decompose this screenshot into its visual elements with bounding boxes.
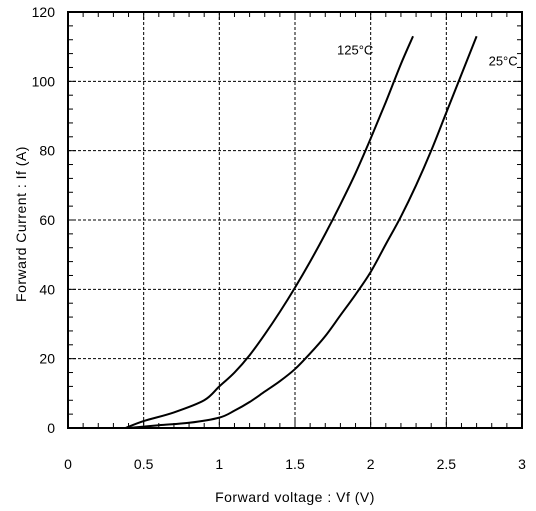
x-axis-title: Forward voltage : Vf (V) — [215, 489, 375, 505]
y-axis-title: Forward Current : If (A) — [13, 146, 29, 302]
series-layer: 125°C 25°C — [125, 35, 518, 429]
y-tick-label: 100 — [32, 73, 56, 89]
y-tick-label: 80 — [39, 143, 55, 159]
y-tick-label: 60 — [39, 212, 55, 228]
y-tick-label: 120 — [32, 4, 56, 20]
series-label: 125°C — [337, 42, 373, 57]
grid-layer — [68, 12, 522, 428]
x-tick-label: 2 — [367, 456, 375, 472]
y-tick-label: 20 — [39, 351, 55, 367]
x-tick-label: 0 — [64, 456, 72, 472]
series-line — [128, 35, 478, 429]
plot-frame — [67, 11, 523, 429]
y-tick-labels: 0 20 40 60 80 100 120 — [32, 4, 56, 436]
series-line — [125, 35, 414, 429]
x-tick-label: 2.5 — [437, 456, 457, 472]
x-tick-label: 0.5 — [134, 456, 154, 472]
y-tick-label: 40 — [39, 281, 55, 297]
series-label: 25°C — [489, 53, 518, 68]
x-tick-labels: 0 0.5 1 1.5 2 2.5 3 — [64, 456, 526, 472]
y-tick-label: 0 — [47, 420, 55, 436]
x-tick-label: 1 — [215, 456, 223, 472]
x-tick-label: 1.5 — [285, 456, 305, 472]
x-tick-label: 3 — [518, 456, 526, 472]
